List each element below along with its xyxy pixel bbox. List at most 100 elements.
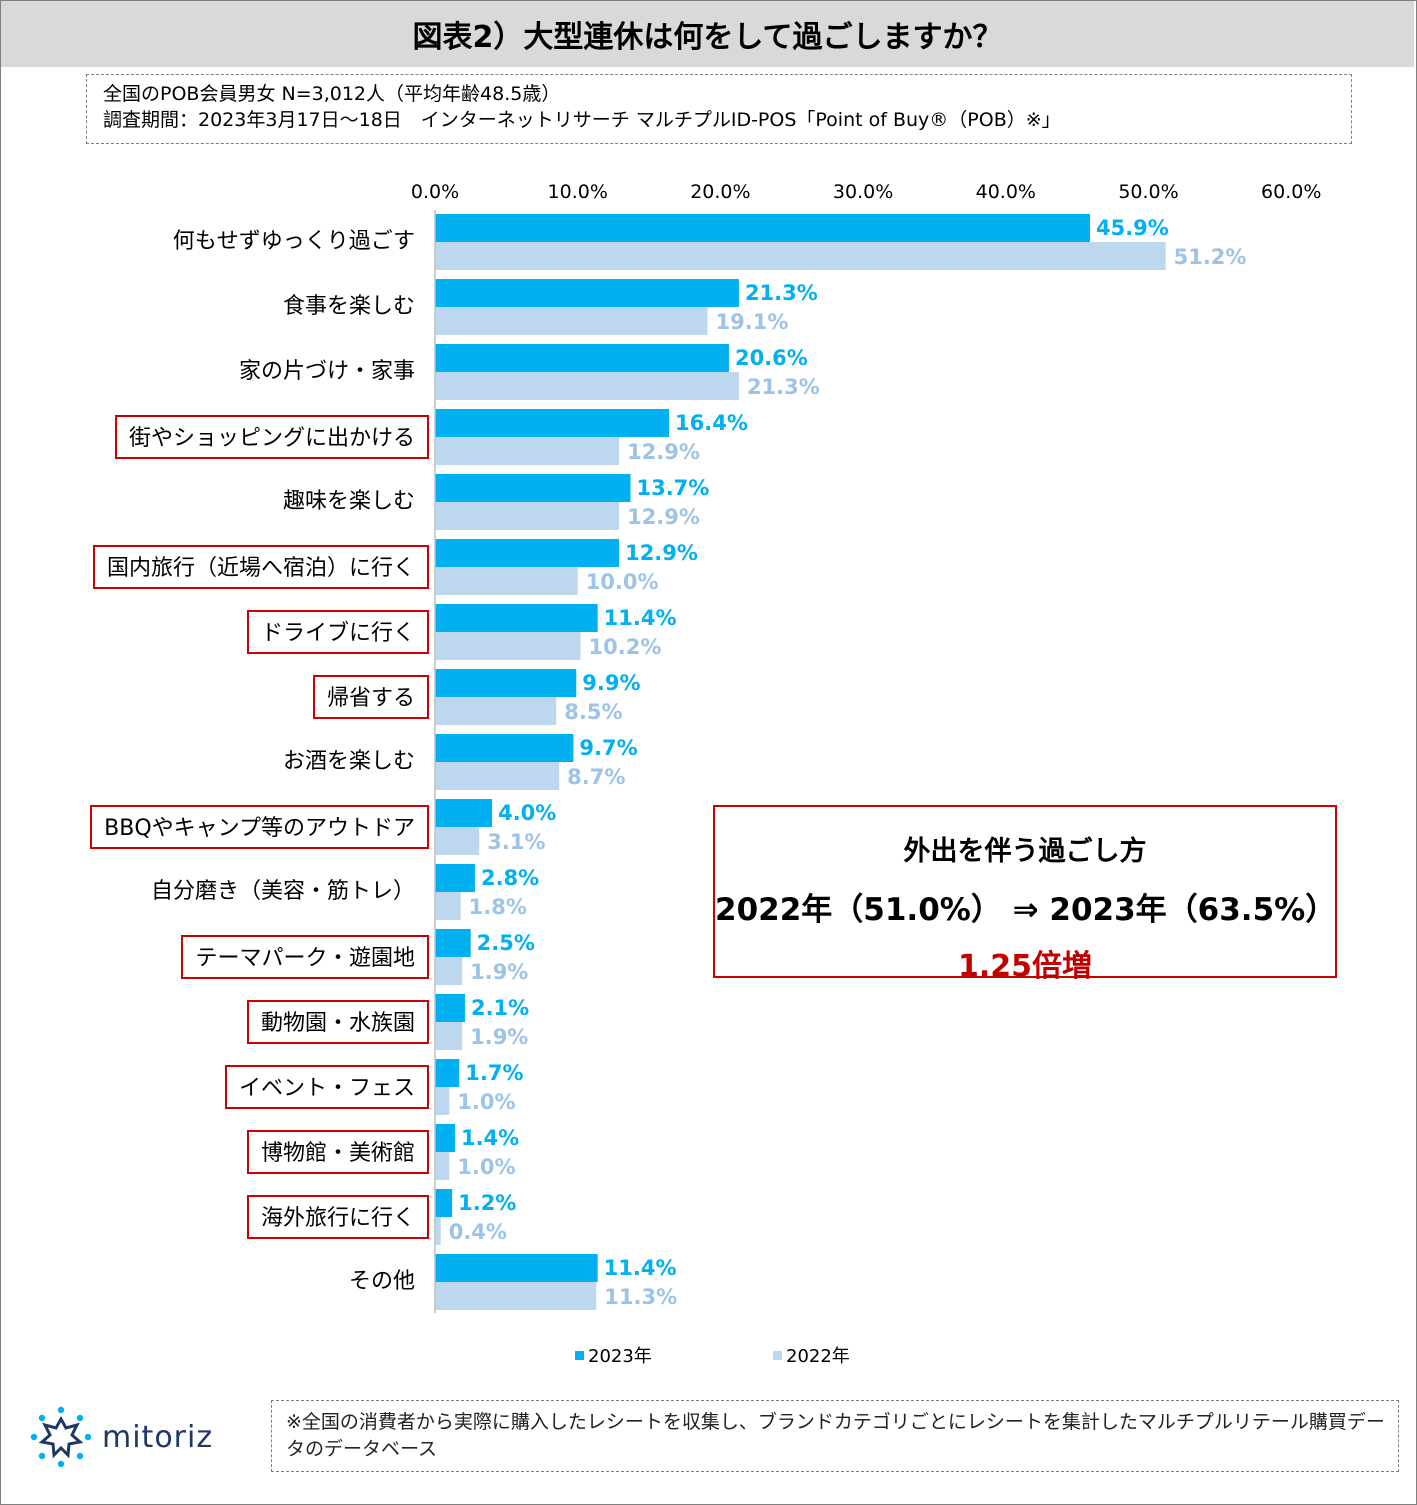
- x-tick-label: 20.0%: [690, 181, 750, 203]
- data-label-2023: 1.2%: [458, 1191, 516, 1215]
- data-label-2022: 0.4%: [449, 1220, 507, 1244]
- bar-2023: [435, 539, 620, 567]
- data-label-2023: 9.7%: [579, 736, 637, 760]
- category-label: 海外旅行に行く: [246, 1195, 429, 1239]
- bar-2023: [435, 474, 631, 502]
- bar-2022: [435, 892, 461, 920]
- data-label-2023: 2.1%: [471, 996, 529, 1020]
- data-label-2023: 12.9%: [625, 541, 698, 565]
- bar-2023: [435, 799, 493, 827]
- callout-heading: 外出を伴う過ごし方: [903, 836, 1147, 867]
- category-label: ドライブに行く: [246, 610, 429, 654]
- logo-mark-icon: [30, 1406, 92, 1468]
- category-label: 博物館・美術館: [246, 1130, 429, 1174]
- data-label-2023: 4.0%: [498, 801, 556, 825]
- data-label-2022: 1.8%: [469, 895, 527, 919]
- data-label-2022: 3.1%: [487, 830, 545, 854]
- data-label-2022: 1.9%: [470, 960, 528, 984]
- data-label-2023: 1.7%: [465, 1061, 523, 1085]
- data-label-2022: 11.3%: [604, 1285, 677, 1309]
- bar-2023: [435, 1124, 455, 1152]
- bar-2023: [435, 1254, 598, 1282]
- bar-2022: [435, 697, 557, 725]
- data-label-2022: 12.9%: [627, 440, 700, 464]
- bar-2022: [435, 372, 739, 400]
- bar-2022: [435, 1087, 450, 1115]
- callout-growth: 1.25倍増: [957, 949, 1093, 984]
- bar-2022: [435, 307, 708, 335]
- legend-swatch-2023: [575, 1350, 584, 1360]
- bar-2023: [435, 669, 577, 697]
- summary-callout: 外出を伴う過ごし方 2022年（51.0%） ⇒ 2023年（63.5%） 1.…: [713, 805, 1337, 984]
- category-label: 趣味を楽しむ: [282, 489, 415, 514]
- category-label: 帰省する: [312, 675, 429, 719]
- bar-2022: [435, 1217, 441, 1245]
- bar-chart: 0.0% 10.0% 20.0% 30.0% 40.0% 50.0% 60.0% 45.9%5…: [411, 181, 1321, 1313]
- data-label-2023: 9.9%: [582, 671, 640, 695]
- legend-item-2022: 2022年: [773, 1342, 850, 1368]
- legend-item-2023: 2023年: [575, 1342, 652, 1368]
- category-label: 何もせずゆっくり過ごす: [172, 229, 415, 254]
- bar-2023: [435, 1059, 460, 1087]
- bar-2022: [435, 827, 480, 855]
- data-label-2023: 2.5%: [477, 931, 535, 955]
- bar-2022: [435, 1152, 450, 1180]
- bar-2022: [435, 502, 620, 530]
- category-label: お酒を楽しむ: [282, 749, 415, 774]
- survey-sample-text: 全国のPOB会員男女 N=3,012人（平均年齢48.5歳）: [103, 83, 561, 105]
- data-label-2023: 1.4%: [461, 1126, 519, 1150]
- data-label-2022: 1.0%: [457, 1155, 515, 1179]
- category-label: その他: [348, 1269, 415, 1294]
- bar-2023: [435, 929, 471, 957]
- x-tick-label: 40.0%: [976, 181, 1036, 203]
- data-label-2023: 20.6%: [735, 346, 808, 370]
- data-label-2022: 1.0%: [457, 1090, 515, 1114]
- category-label: テーマパーク・遊園地: [181, 935, 429, 979]
- bar-2023: [435, 344, 729, 372]
- bar-2022: [435, 1022, 463, 1050]
- bar-2022: [435, 762, 560, 790]
- data-label-2022: 10.0%: [586, 570, 659, 594]
- x-tick-label: 60.0%: [1261, 181, 1321, 203]
- category-label: 食事を楽しむ: [282, 294, 415, 319]
- bar-2023: [435, 604, 598, 632]
- legend-swatch-2022: [773, 1350, 782, 1360]
- bar-2023: [435, 1189, 453, 1217]
- data-label-2022: 1.9%: [470, 1025, 528, 1049]
- data-label-2023: 11.4%: [604, 606, 677, 630]
- survey-period-text: 調査期間：2023年3月17日～18日 インターネットリサーチ マルチプルID-…: [103, 109, 1061, 131]
- logo-wordmark: mitoriz: [102, 1419, 214, 1455]
- category-label: 家の片づけ・家事: [238, 359, 415, 384]
- category-label: BBQやキャンプ等のアウトドア: [90, 805, 429, 849]
- category-label: 自分磨き（美容・筋トレ）: [150, 879, 415, 904]
- data-label-2023: 16.4%: [675, 411, 748, 435]
- x-tick-label: 30.0%: [833, 181, 893, 203]
- x-tick-label: 50.0%: [1118, 181, 1178, 203]
- data-label-2023: 2.8%: [481, 866, 539, 890]
- legend-label-2023: 2023年: [588, 1346, 652, 1367]
- bar-2022: [435, 567, 578, 595]
- data-label-2022: 12.9%: [627, 505, 700, 529]
- bar-2023: [435, 734, 574, 762]
- callout-comparison: 2022年（51.0%） ⇒ 2023年（63.5%）: [715, 892, 1337, 928]
- data-label-2022: 8.5%: [564, 700, 622, 724]
- footnote-box: ※全国の消費者から実際に購入したレシートを収集し、ブランドカテゴリごとにレシート…: [271, 1400, 1399, 1472]
- bar-2023: [435, 214, 1090, 242]
- data-label-2023: 21.3%: [745, 281, 818, 305]
- data-label-2022: 21.3%: [747, 375, 820, 399]
- category-label: 街やショッピングに出かける: [114, 415, 429, 459]
- data-label-2022: 10.2%: [589, 635, 662, 659]
- mitoriz-logo: mitoriz: [30, 1406, 213, 1468]
- legend-label-2022: 2022年: [786, 1346, 850, 1367]
- x-tick-label: 0.0%: [411, 181, 459, 203]
- category-label: 動物園・水族園: [246, 1000, 429, 1044]
- data-label-2023: 45.9%: [1096, 216, 1169, 240]
- category-label: 国内旅行（近場へ宿泊）に行く: [92, 545, 429, 589]
- bar-2022: [435, 437, 620, 465]
- data-label-2022: 51.2%: [1174, 245, 1247, 269]
- category-label: イベント・フェス: [224, 1065, 429, 1109]
- data-label-2022: 19.1%: [716, 310, 789, 334]
- bar-2023: [435, 864, 475, 892]
- figure-title: 図表2）大型連休は何をして過ごしますか？: [1, 1, 1414, 67]
- bar-2022: [435, 957, 463, 985]
